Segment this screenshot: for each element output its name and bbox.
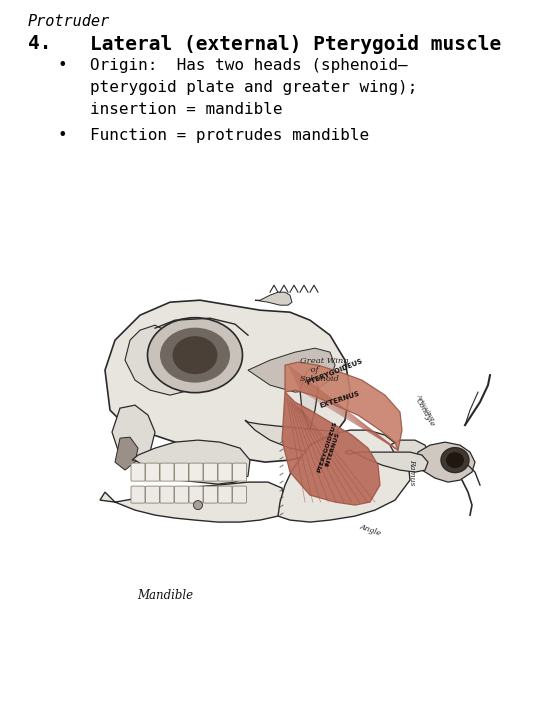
Polygon shape — [282, 392, 380, 505]
Text: PTERYGOIDEUS
INTERNUS: PTERYGOIDEUS INTERNUS — [316, 420, 343, 475]
Ellipse shape — [441, 448, 469, 472]
Polygon shape — [278, 430, 410, 522]
Text: Angle: Angle — [358, 522, 382, 537]
FancyBboxPatch shape — [145, 486, 159, 503]
FancyBboxPatch shape — [174, 486, 188, 503]
FancyBboxPatch shape — [131, 463, 145, 481]
Ellipse shape — [147, 318, 242, 392]
Text: Ramus: Ramus — [408, 459, 416, 485]
Polygon shape — [125, 325, 200, 395]
Polygon shape — [105, 300, 350, 462]
FancyBboxPatch shape — [160, 463, 174, 481]
Text: insertion = mandible: insertion = mandible — [90, 102, 282, 117]
Polygon shape — [112, 405, 155, 462]
Polygon shape — [132, 440, 250, 484]
Text: pterygoid plate and greater wing);: pterygoid plate and greater wing); — [90, 80, 417, 95]
Polygon shape — [100, 482, 285, 522]
Text: Lateral (external) Pterygoid muscle: Lateral (external) Pterygoid muscle — [90, 34, 501, 54]
Text: 4.: 4. — [28, 34, 51, 53]
FancyBboxPatch shape — [174, 463, 188, 481]
Polygon shape — [248, 348, 335, 392]
Ellipse shape — [160, 328, 230, 382]
FancyBboxPatch shape — [160, 486, 174, 503]
Polygon shape — [390, 440, 430, 470]
Text: Protruder: Protruder — [28, 14, 110, 29]
Polygon shape — [415, 442, 475, 482]
Polygon shape — [255, 292, 292, 305]
Polygon shape — [115, 437, 138, 470]
FancyBboxPatch shape — [189, 463, 203, 481]
FancyBboxPatch shape — [218, 463, 232, 481]
Text: Mandible: Mandible — [137, 588, 193, 601]
Polygon shape — [300, 368, 318, 430]
Ellipse shape — [172, 336, 218, 374]
Ellipse shape — [193, 500, 202, 510]
FancyBboxPatch shape — [204, 486, 218, 503]
Text: •: • — [58, 58, 68, 73]
FancyBboxPatch shape — [189, 486, 203, 503]
Text: •: • — [58, 128, 68, 143]
Text: Function = protrudes mandible: Function = protrudes mandible — [90, 128, 369, 143]
FancyBboxPatch shape — [145, 463, 159, 481]
Text: Articular: Articular — [416, 393, 434, 420]
FancyBboxPatch shape — [131, 486, 145, 503]
FancyBboxPatch shape — [204, 463, 218, 481]
Polygon shape — [245, 420, 395, 465]
Ellipse shape — [446, 452, 464, 468]
FancyBboxPatch shape — [218, 486, 232, 503]
Text: Origin:  Has two heads (sphenoid—: Origin: Has two heads (sphenoid— — [90, 58, 408, 73]
Text: Great Wing
    of
Sphenoid: Great Wing of Sphenoid — [300, 357, 349, 383]
Text: PTERYGOIDEUS: PTERYGOIDEUS — [306, 358, 364, 386]
FancyBboxPatch shape — [233, 463, 246, 481]
FancyBboxPatch shape — [233, 486, 246, 503]
Text: Condyle: Condyle — [414, 397, 436, 428]
Polygon shape — [345, 450, 428, 472]
Text: EXTERNUS: EXTERNUS — [319, 391, 361, 410]
Polygon shape — [285, 362, 402, 450]
